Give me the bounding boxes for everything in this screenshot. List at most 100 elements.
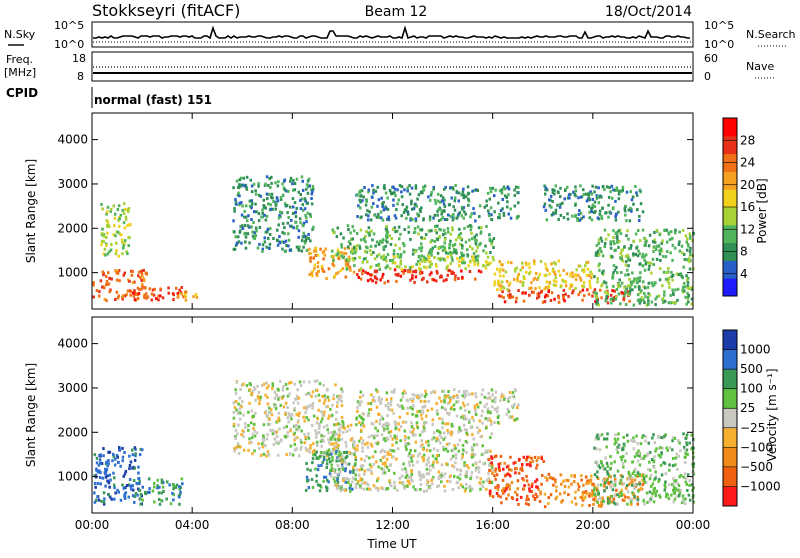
power-cell <box>387 215 390 219</box>
power-cell <box>601 185 605 188</box>
velocity-cell <box>598 496 602 500</box>
power-cell <box>643 243 646 247</box>
x-tick-label: 08:00 <box>275 518 310 532</box>
power-cell <box>491 255 495 259</box>
power-cell <box>581 268 584 272</box>
power-cell <box>126 224 129 228</box>
power-cell <box>393 226 396 230</box>
power-cell <box>331 228 334 232</box>
velocity-cell <box>618 481 622 485</box>
velocity-cell <box>102 502 106 506</box>
velocity-cell <box>421 409 424 413</box>
velocity-cell <box>490 465 494 469</box>
velocity-cell <box>257 395 260 398</box>
power-cell <box>242 176 246 180</box>
velocity-cell <box>514 490 517 494</box>
power-cell <box>469 228 473 232</box>
power-cell <box>394 243 397 247</box>
velocity-cell <box>481 485 485 489</box>
power-cell <box>442 196 445 200</box>
velocity-cell <box>659 446 662 450</box>
power-cell <box>486 191 490 195</box>
power-cell <box>653 245 656 249</box>
power-cell <box>557 217 560 221</box>
velocity-cell <box>282 385 285 389</box>
velocity-cell <box>341 425 345 429</box>
velocity-cell <box>609 475 612 479</box>
power-cell <box>671 301 674 304</box>
velocity-cell <box>431 418 435 422</box>
power-cell <box>615 186 619 190</box>
power-cell <box>454 238 458 242</box>
power-cell <box>603 242 607 245</box>
velocity-cell <box>333 483 337 487</box>
power-cell <box>674 231 677 235</box>
velocity-cell <box>416 460 419 464</box>
velocity-colorbar-tick-label: −25 <box>740 421 765 435</box>
power-cell <box>428 273 432 277</box>
power-cell <box>100 243 103 247</box>
power-cell <box>161 296 165 300</box>
power-cell <box>257 219 261 223</box>
velocity-cell <box>463 391 466 395</box>
freq-strip-frame <box>91 51 694 82</box>
power-cell <box>669 293 672 297</box>
power-cell <box>365 200 369 203</box>
velocity-cell <box>279 403 282 407</box>
power-cell <box>364 203 368 207</box>
power-cell <box>309 239 312 243</box>
power-cell <box>689 253 692 257</box>
velocity-cell <box>421 443 424 447</box>
velocity-cell <box>402 462 405 466</box>
power-cell <box>553 297 556 301</box>
velocity-cell <box>314 467 317 471</box>
velocity-cell <box>326 388 329 392</box>
velocity-cell <box>333 423 336 427</box>
velocity-cell <box>323 475 326 479</box>
power-cell <box>588 283 592 287</box>
noise-left-tick-top: 10^5 <box>54 19 84 32</box>
power-cell <box>150 292 154 296</box>
power-cell <box>653 281 656 285</box>
power-cell <box>688 232 691 236</box>
power-cell <box>379 278 382 282</box>
power-cell <box>313 263 317 267</box>
velocity-cell <box>244 425 247 429</box>
power-cell <box>654 248 658 251</box>
velocity-cell <box>275 441 278 445</box>
velocity-cell <box>294 397 297 401</box>
velocity-cell <box>471 433 474 437</box>
power-cell <box>630 281 634 285</box>
power-cell <box>428 198 432 202</box>
velocity-cell <box>121 483 124 487</box>
power-cell <box>461 275 464 279</box>
power-cell <box>585 192 588 196</box>
velocity-colorbar-swatch <box>723 388 737 409</box>
power-cell <box>467 197 470 201</box>
power-cell <box>146 295 150 299</box>
power-cell <box>554 273 557 276</box>
power-cell <box>473 188 476 192</box>
x-tick-label: 12:00 <box>375 518 410 532</box>
power-cell <box>400 195 404 199</box>
velocity-cell <box>534 480 537 484</box>
velocity-cell <box>363 472 366 476</box>
power-cell <box>250 184 254 188</box>
power-cell <box>116 270 120 274</box>
velocity-cell <box>340 460 344 464</box>
velocity-cell <box>466 403 469 406</box>
velocity-cell <box>285 425 288 429</box>
power-cell <box>687 300 690 304</box>
velocity-cell <box>325 466 328 469</box>
velocity-cell <box>608 474 611 478</box>
velocity-cell <box>478 419 481 423</box>
power-cell <box>124 294 127 298</box>
velocity-cell <box>585 481 588 485</box>
power-cell <box>434 228 437 232</box>
power-cell <box>458 227 461 231</box>
velocity-cell <box>427 443 430 447</box>
velocity-cell <box>627 470 630 474</box>
power-cell <box>109 288 112 292</box>
velocity-cell <box>340 466 343 470</box>
power-cell <box>102 240 105 244</box>
